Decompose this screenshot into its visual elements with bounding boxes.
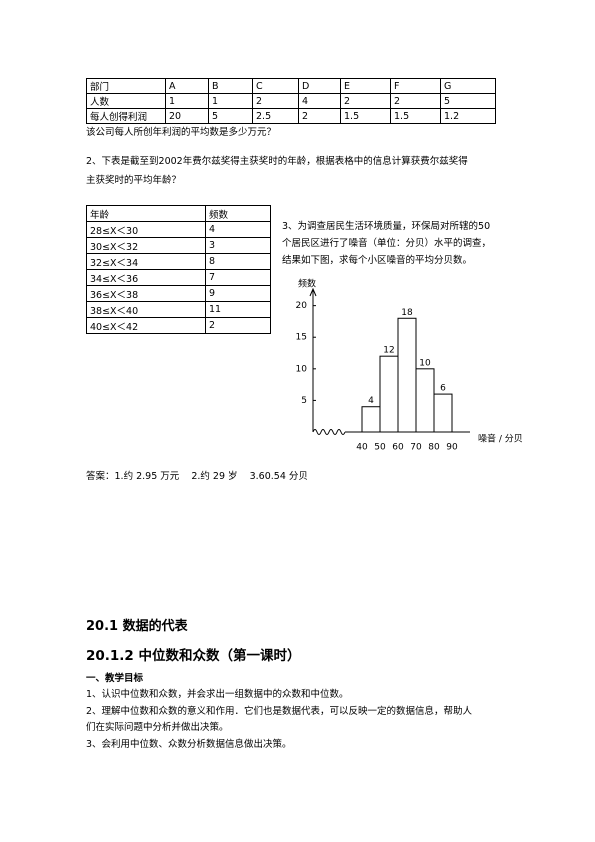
question: 该公司每人所创年利润的平均数是多少万元？ [86, 127, 277, 138]
table-cell: 4 [298, 93, 341, 109]
table-cell: 频数 [205, 205, 271, 222]
y-tick-label: 15 [296, 333, 307, 343]
table-cell: 5 [440, 93, 496, 109]
question: 主获奖时的平均年龄？ [86, 175, 182, 186]
bar [433, 393, 453, 433]
table-cell: E [340, 78, 391, 94]
table-cell: 40≤X＜42 [86, 317, 206, 334]
x-tick-label: 70 [410, 443, 422, 453]
table-row: 32≤X＜34 8 [86, 253, 271, 270]
bar-label: 6 [440, 384, 446, 394]
table-row: 28≤X＜30 4 [86, 221, 271, 238]
bar [379, 355, 399, 433]
table-cell: F [390, 78, 441, 94]
section-title: 20.1 数据的代表 [86, 619, 188, 634]
table: 部门 A B C D E F G 人数 1 1 2 4 2 2 5 每人创得利润 20 5 2.5 2 1.5 1.5 1.2 [86, 78, 496, 124]
table-cell: A [165, 78, 209, 94]
table-row: 每人创得利润 20 5 2.5 2 1.5 1.5 1.2 [86, 108, 496, 124]
goal-line: 们在实际问题中分析并做出决策。 [86, 722, 229, 733]
goal-line: 3、会利用中位数、众数分析数据信息做出决策。 [86, 739, 292, 750]
table-cell: 7 [205, 269, 271, 286]
table-cell: 32≤X＜34 [86, 253, 206, 270]
table-row: 38≤X＜40 11 [86, 301, 271, 318]
table-cell: 20 [165, 108, 209, 124]
y-tick-label: 10 [296, 364, 308, 374]
table-cell: 2 [340, 93, 391, 109]
table-cell: 28≤X＜30 [86, 221, 206, 238]
y-tick-label: 5 [301, 396, 307, 406]
table-cell: 1 [165, 93, 209, 109]
x-tick-label: 80 [428, 443, 440, 453]
table-cell: 4 [205, 221, 271, 238]
table-cell: B [208, 78, 253, 94]
question: 3、为调查居民生活环境质量，环保局对所辖的50 [282, 221, 491, 232]
goals-heading: 一、教学目标 [86, 673, 144, 684]
axis-break [312, 429, 346, 435]
y-axis-arrow [309, 287, 317, 297]
x-tick-label: 60 [392, 443, 404, 453]
table-cell: 3 [205, 237, 271, 254]
x-tick-label: 40 [356, 443, 368, 453]
table-cell: 34≤X＜36 [86, 269, 206, 286]
table-cell: 人数 [86, 93, 166, 109]
table-row: 年龄 频数 [86, 205, 271, 222]
table-row: 34≤X＜36 7 [86, 269, 271, 286]
table-cell: 1.5 [340, 108, 391, 124]
y-axis-label: 频数 [298, 278, 316, 290]
question: 结果如下图，求每个小区噪音的平均分贝数。 [282, 255, 473, 266]
table-cell: 30≤X＜32 [86, 237, 206, 254]
table-cell: 1.5 [390, 108, 441, 124]
table-cell: C [252, 78, 299, 94]
table-cell: 2 [252, 93, 299, 109]
bar [397, 317, 417, 433]
answer: 答案：1.约 2.95 万元 2.约 29 岁 3.60.54 分贝 [86, 471, 308, 482]
x-tick-label: 50 [374, 443, 386, 453]
goal-line: 1、认识中位数和众数，并会求出一组数据中的众数和中位数。 [86, 689, 349, 700]
table-cell: 2.5 [252, 108, 299, 124]
table-cell: 36≤X＜38 [86, 285, 206, 302]
bar [361, 406, 381, 433]
bar-label: 12 [383, 346, 394, 356]
table-cell: 11 [205, 301, 271, 318]
table-cell: 1 [208, 93, 253, 109]
question: 2、下表是截至到2002年费尔兹奖得主获奖时的年龄，根据表格中的信息计算获费尔兹… [86, 156, 468, 167]
table-cell: 1.2 [440, 108, 496, 124]
table-cell: D [298, 78, 341, 94]
goal-line: 2、理解中位数和众数的意义和作用．它们也是数据代表，可以反映一定的数据信息，帮助… [86, 706, 473, 717]
x-axis-label: 噪音 / 分贝 [478, 433, 523, 445]
table-row: 30≤X＜32 3 [86, 237, 271, 254]
table-cell: 2 [205, 317, 271, 334]
table-cell: 2 [298, 108, 341, 124]
bar [415, 368, 435, 433]
table-cell: 年龄 [86, 205, 206, 222]
table-cell: 9 [205, 285, 271, 302]
x-tick-label: 90 [446, 443, 458, 453]
table-cell: 8 [205, 253, 271, 270]
table-cell: 5 [208, 108, 253, 124]
bar-label: 10 [419, 358, 431, 368]
table: 年龄 频数 28≤X＜30 4 30≤X＜32 3 32≤X＜34 8 34≤X＜36 7 36≤X… [86, 205, 271, 334]
table-cell: 每人创得利润 [86, 108, 166, 124]
table-row: 部门 A B C D E F G [86, 78, 496, 94]
table-row: 40≤X＜42 2 [86, 317, 271, 334]
table-cell: G [440, 78, 496, 94]
y-tick-label: 20 [296, 301, 308, 311]
bar-label: 4 [368, 396, 374, 406]
bar-label: 18 [401, 308, 413, 318]
table-row: 36≤X＜38 9 [86, 285, 271, 302]
table-row: 人数 1 1 2 4 2 2 5 [86, 93, 496, 109]
table-cell: 38≤X＜40 [86, 301, 206, 318]
subsection-title: 20.1.2 中位数和众数（第一课时） [86, 648, 301, 664]
table-cell: 2 [390, 93, 441, 109]
question: 个居民区进行了噪音（单位：分贝）水平的调查， [282, 238, 492, 249]
table-cell: 部门 [86, 78, 166, 94]
